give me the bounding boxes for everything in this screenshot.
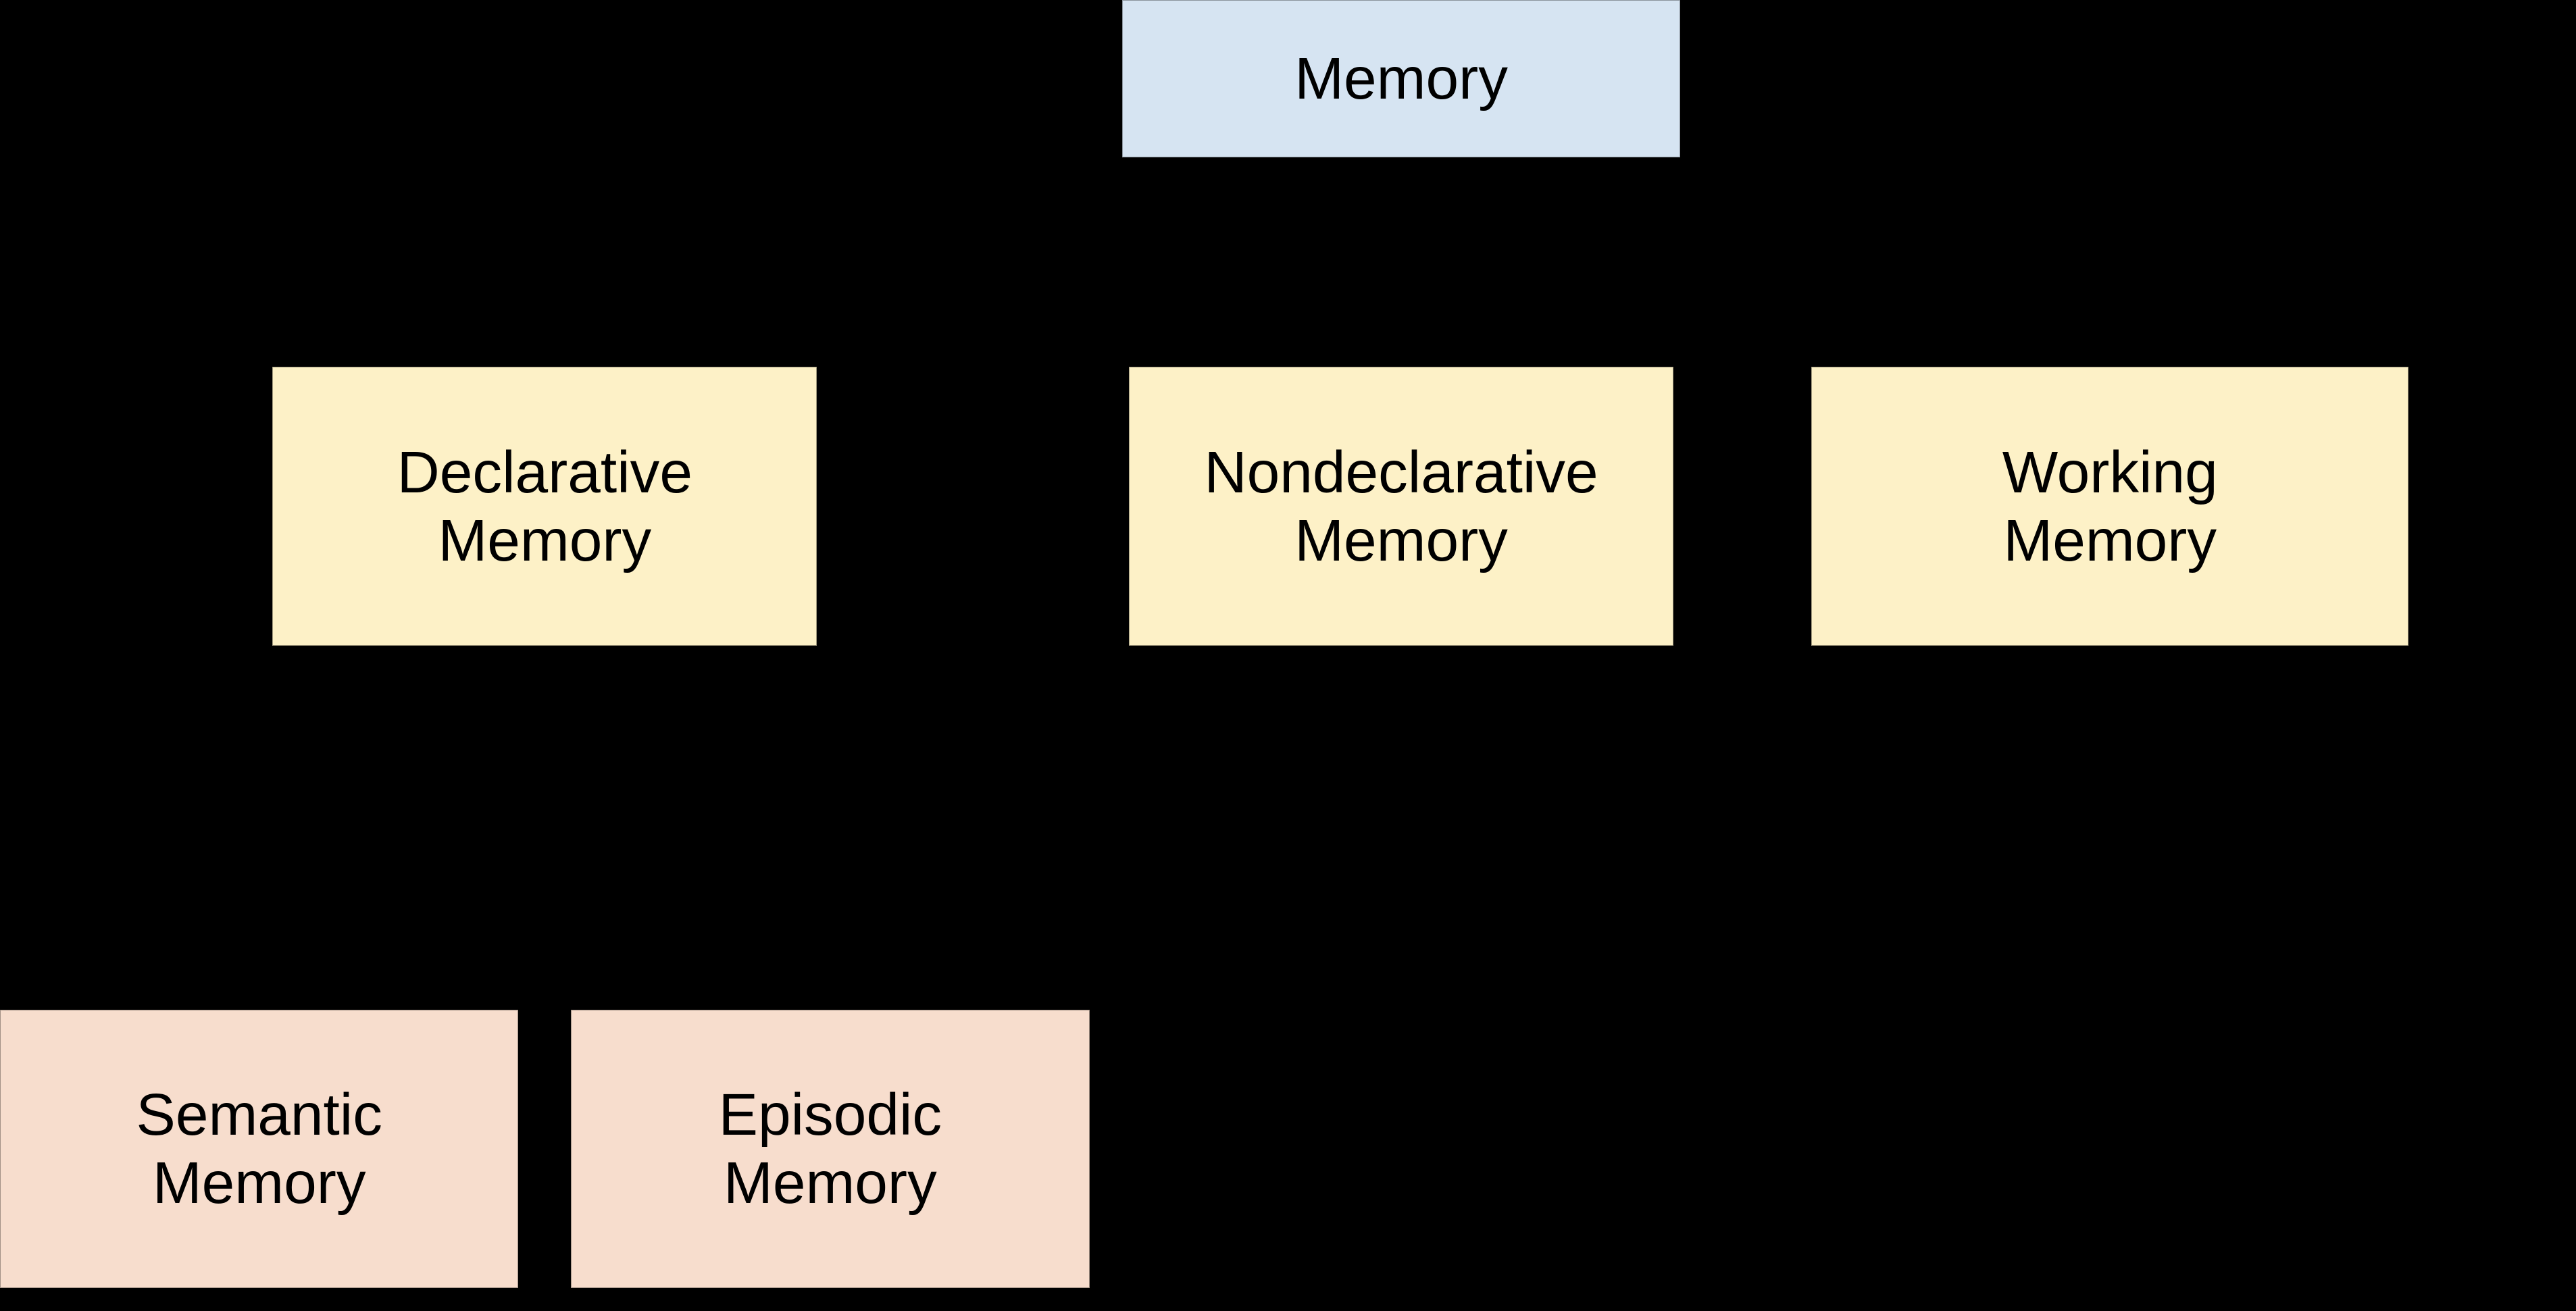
node-declarative: Declarative Memory [272, 367, 817, 645]
edge-memory-to-declarative [545, 157, 1401, 367]
node-semantic: Semantic Memory [0, 1010, 518, 1288]
node-nondeclarative: Nondeclarative Memory [1129, 367, 1673, 645]
diagram-canvas: Memory Declarative Memory Nondeclarative M… [0, 0, 2576, 1311]
node-label: Episodic Memory [719, 1081, 942, 1216]
edge-declarative-to-episodic [545, 646, 830, 1010]
node-label: Memory [1294, 45, 1508, 113]
node-memory: Memory [1122, 0, 1680, 157]
node-label: Working Memory [2002, 438, 2218, 574]
node-label: Nondeclarative Memory [1204, 438, 1598, 574]
node-label: Semantic Memory [136, 1081, 382, 1216]
node-label: Declarative Memory [397, 438, 692, 574]
edge-memory-to-working [1401, 157, 2110, 367]
edge-declarative-to-semantic [259, 646, 545, 1010]
node-working: Working Memory [1811, 367, 2408, 645]
node-episodic: Episodic Memory [571, 1010, 1089, 1288]
